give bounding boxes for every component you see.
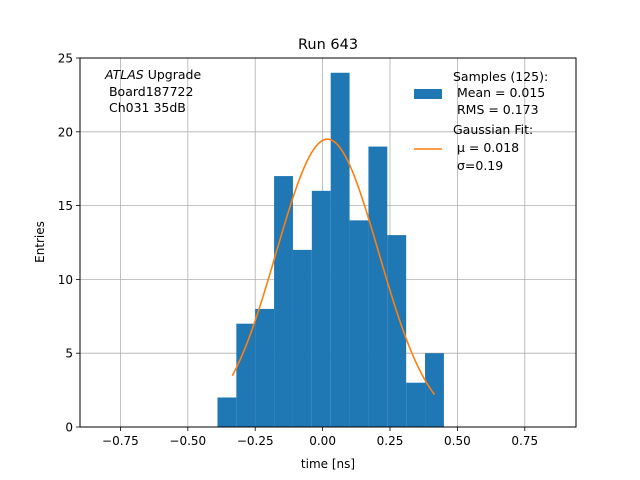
histogram-bar — [368, 146, 388, 427]
x-tick-label: 0.50 — [444, 434, 471, 448]
y-tick-label: 15 — [58, 199, 73, 213]
histogram-bar — [236, 323, 256, 427]
legend: Samples (125): Mean = 0.015 RMS = 0.173 … — [414, 69, 548, 173]
x-tick-label: −0.75 — [102, 434, 139, 448]
histogram-bar — [425, 353, 444, 427]
atlas-annotation: ATLAS Upgrade Board187722 Ch031 35dB — [104, 67, 201, 115]
histogram-bar — [255, 308, 275, 427]
legend-samples-rms: RMS = 0.173 — [453, 102, 539, 117]
x-tick-label: −0.25 — [237, 434, 274, 448]
y-tick-label: 25 — [58, 52, 73, 66]
annotation-upgrade: Upgrade — [144, 67, 202, 82]
histogram-bar — [311, 190, 331, 427]
histogram-bar — [330, 72, 350, 427]
annotation-channel: Ch031 35dB — [105, 100, 186, 115]
annotation-board: Board187722 — [105, 84, 193, 99]
y-tick-label: 10 — [58, 273, 73, 287]
y-tick-label: 5 — [65, 347, 73, 361]
legend-samples-title: Samples (125): — [453, 69, 548, 84]
histogram-bar — [274, 176, 293, 427]
x-tick-label: 0.00 — [309, 434, 336, 448]
svg-text:ATLAS Upgrade: ATLAS Upgrade — [104, 67, 201, 82]
histogram-bars — [217, 72, 444, 427]
histogram-bar — [349, 220, 369, 427]
legend-samples-swatch — [414, 89, 442, 99]
histogram-bar — [217, 397, 237, 427]
x-axis-ticks: −0.75 −0.50 −0.25 0.00 0.25 0.50 0.75 — [102, 427, 538, 448]
x-axis-label: time [ns] — [301, 457, 355, 471]
legend-samples-mean: Mean = 0.015 — [453, 85, 545, 100]
legend-fit-mu: μ = 0.018 — [453, 140, 519, 155]
gaussian-fit-curve — [231, 138, 436, 396]
y-tick-label: 0 — [65, 421, 73, 435]
x-tick-label: −0.50 — [169, 434, 206, 448]
legend-fit-title: Gaussian Fit: — [453, 122, 533, 137]
histogram-bar — [387, 235, 407, 427]
annotation-atlas: ATLAS — [104, 67, 144, 82]
plot-frame — [79, 57, 577, 428]
y-axis-label: Entries — [33, 221, 47, 263]
y-axis-ticks: 0 5 10 15 20 25 — [58, 52, 80, 435]
y-tick-label: 20 — [58, 125, 73, 139]
histogram-bar — [292, 249, 312, 427]
histogram-bar — [406, 382, 426, 427]
fit-line — [231, 138, 436, 396]
x-tick-label: 0.75 — [511, 434, 538, 448]
legend-fit-sigma: σ=0.19 — [453, 158, 503, 173]
x-tick-label: 0.25 — [377, 434, 404, 448]
chart-title: Run 643 — [298, 37, 358, 53]
